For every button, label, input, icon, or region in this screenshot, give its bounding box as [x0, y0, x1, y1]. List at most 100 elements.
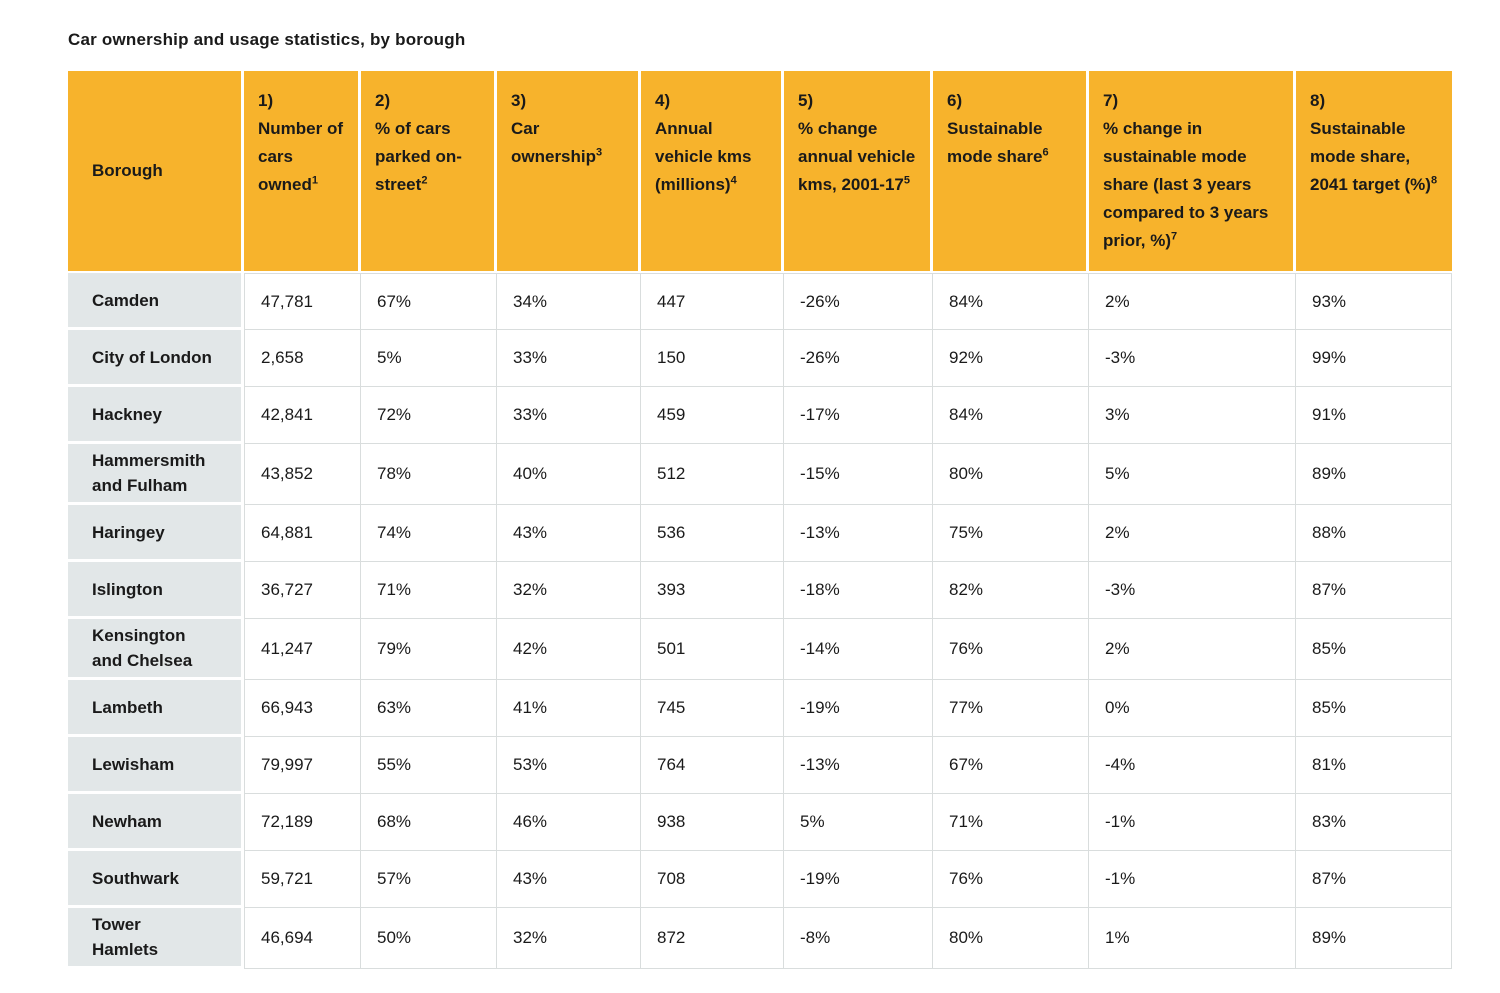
- column-label-wrap: Annual vehicle kms (millions)4: [655, 115, 773, 199]
- column-label-wrap: Number of cars owned1: [258, 115, 350, 199]
- data-cell: 91%: [1296, 387, 1452, 444]
- table-row: Lambeth 66,943 63% 41% 745 -19% 77% 0% 85%: [68, 680, 1452, 737]
- data-cell: 67%: [933, 737, 1089, 794]
- borough-cell: Camden: [68, 273, 244, 330]
- borough-cell: Lambeth: [68, 680, 244, 737]
- data-cell: 41,247: [244, 619, 361, 680]
- data-cell: 872: [641, 908, 784, 969]
- table-row: Hammersmith and Fulham 43,852 78% 40% 512 -15…: [68, 444, 1452, 505]
- table-body: Camden 47,781 67% 34% 447 -26% 84% 2% 93% City of…: [68, 273, 1452, 969]
- table-row: Lewisham 79,997 55% 53% 764 -13% 67% -4% 81%: [68, 737, 1452, 794]
- column-label: Sustainable mode share: [947, 119, 1043, 166]
- data-cell: 459: [641, 387, 784, 444]
- column-label: Sustainable mode share, 2041 target (%): [1310, 119, 1431, 194]
- data-cell: 42%: [497, 619, 641, 680]
- data-cell: 76%: [933, 851, 1089, 908]
- column-label-wrap: Sustainable mode share6: [947, 115, 1078, 171]
- column-number: 4): [655, 91, 671, 110]
- data-cell: 46,694: [244, 908, 361, 969]
- column-number: 6): [947, 91, 963, 110]
- data-cell: 447: [641, 273, 784, 330]
- table-row: Kensington and Chelsea 41,247 79% 42% 501 -14…: [68, 619, 1452, 680]
- data-cell: 80%: [933, 908, 1089, 969]
- data-cell: 33%: [497, 387, 641, 444]
- column-header-1: 1) Number of cars owned1: [244, 71, 361, 273]
- borough-cell: Hammersmith and Fulham: [68, 444, 244, 505]
- data-cell: 708: [641, 851, 784, 908]
- borough-cell: Lewisham: [68, 737, 244, 794]
- column-label: % change in sustainable mode share (last…: [1103, 119, 1269, 250]
- data-cell: 393: [641, 562, 784, 619]
- header-row: Borough 1) Number of cars owned1 2) % of car…: [68, 71, 1452, 273]
- table-row: Islington 36,727 71% 32% 393 -18% 82% -3% 87%: [68, 562, 1452, 619]
- data-cell: 57%: [361, 851, 497, 908]
- data-cell: 53%: [497, 737, 641, 794]
- borough-cell: Islington: [68, 562, 244, 619]
- borough-cell: Tower Hamlets: [68, 908, 244, 969]
- column-header-5: 5) % change annual vehicle kms, 2001-175: [784, 71, 933, 273]
- data-cell: 68%: [361, 794, 497, 851]
- data-cell: 85%: [1296, 619, 1452, 680]
- data-cell: 43,852: [244, 444, 361, 505]
- data-cell: 32%: [497, 562, 641, 619]
- data-cell: 150: [641, 330, 784, 387]
- column-footnote-marker: 6: [1042, 146, 1049, 159]
- data-cell: 87%: [1296, 851, 1452, 908]
- column-label-wrap: % of cars parked on-street2: [375, 115, 486, 199]
- table-row: Haringey 64,881 74% 43% 536 -13% 75% 2% 88%: [68, 505, 1452, 562]
- data-cell: -8%: [784, 908, 933, 969]
- data-cell: 59,721: [244, 851, 361, 908]
- data-cell: 79%: [361, 619, 497, 680]
- column-footnote-marker: 7: [1171, 230, 1178, 243]
- data-cell: 2,658: [244, 330, 361, 387]
- data-cell: 47,781: [244, 273, 361, 330]
- data-cell: 2%: [1089, 619, 1296, 680]
- data-cell: -15%: [784, 444, 933, 505]
- data-cell: 76%: [933, 619, 1089, 680]
- data-cell: 5%: [1089, 444, 1296, 505]
- table-row: Tower Hamlets 46,694 50% 32% 872 -8% 80% 1% 89%: [68, 908, 1452, 969]
- column-label: Borough: [92, 161, 163, 180]
- data-cell: 2%: [1089, 273, 1296, 330]
- data-cell: 50%: [361, 908, 497, 969]
- borough-cell: Hackney: [68, 387, 244, 444]
- column-label-wrap: Car ownership3: [511, 115, 630, 171]
- table-header: Borough 1) Number of cars owned1 2) % of car…: [68, 71, 1452, 273]
- data-cell: 40%: [497, 444, 641, 505]
- data-cell: 72,189: [244, 794, 361, 851]
- column-footnote-marker: 2: [421, 174, 428, 187]
- data-cell: -17%: [784, 387, 933, 444]
- data-cell: 89%: [1296, 444, 1452, 505]
- data-cell: 99%: [1296, 330, 1452, 387]
- column-footnote-marker: 3: [596, 146, 603, 159]
- borough-stats-table: Borough 1) Number of cars owned1 2) % of car…: [68, 71, 1452, 969]
- column-footnote-marker: 4: [730, 174, 737, 187]
- data-cell: -1%: [1089, 851, 1296, 908]
- data-cell: 5%: [784, 794, 933, 851]
- data-cell: -4%: [1089, 737, 1296, 794]
- column-label: Annual vehicle kms (millions): [655, 119, 752, 194]
- column-number: 1): [258, 91, 274, 110]
- data-cell: 85%: [1296, 680, 1452, 737]
- column-footnote-marker: 1: [311, 174, 318, 187]
- column-label: Number of cars owned: [258, 119, 343, 194]
- table-row: Hackney 42,841 72% 33% 459 -17% 84% 3% 91%: [68, 387, 1452, 444]
- data-cell: 36,727: [244, 562, 361, 619]
- column-footnote-marker: 5: [903, 174, 910, 187]
- borough-cell: City of London: [68, 330, 244, 387]
- data-cell: 64,881: [244, 505, 361, 562]
- data-cell: 82%: [933, 562, 1089, 619]
- table-row: City of London 2,658 5% 33% 150 -26% 92% -3% 99%: [68, 330, 1452, 387]
- data-cell: 33%: [497, 330, 641, 387]
- data-cell: -14%: [784, 619, 933, 680]
- data-cell: 536: [641, 505, 784, 562]
- data-cell: 80%: [933, 444, 1089, 505]
- data-cell: -13%: [784, 737, 933, 794]
- data-cell: -19%: [784, 680, 933, 737]
- data-cell: 72%: [361, 387, 497, 444]
- column-label: % of cars parked on-street: [375, 119, 462, 194]
- data-cell: 764: [641, 737, 784, 794]
- column-label: % change annual vehicle kms, 2001-17: [798, 119, 916, 194]
- data-cell: 32%: [497, 908, 641, 969]
